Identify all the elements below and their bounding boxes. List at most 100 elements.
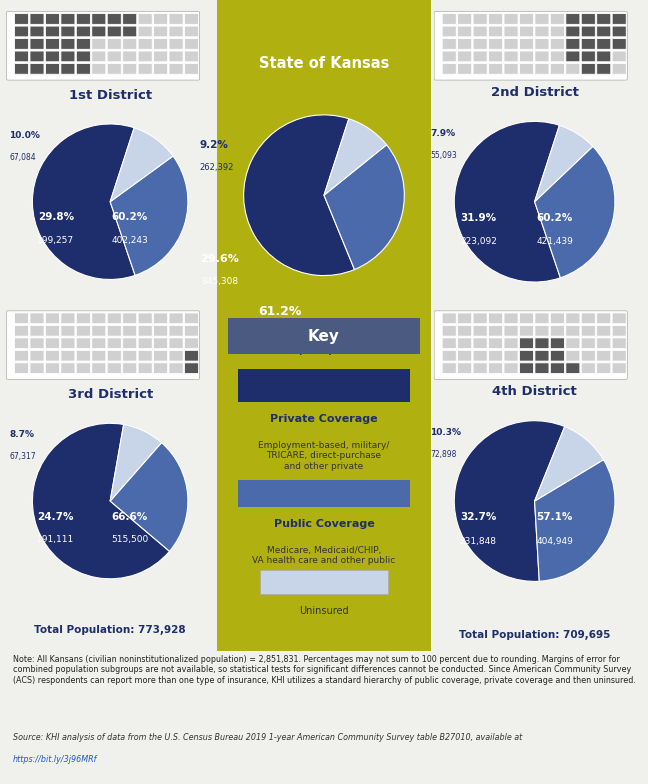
FancyBboxPatch shape	[434, 310, 627, 379]
FancyBboxPatch shape	[520, 64, 533, 74]
FancyBboxPatch shape	[535, 64, 549, 74]
FancyBboxPatch shape	[566, 350, 580, 361]
FancyBboxPatch shape	[138, 64, 152, 74]
Bar	[217, 0, 431, 651]
FancyBboxPatch shape	[154, 313, 168, 324]
FancyBboxPatch shape	[185, 363, 198, 373]
FancyBboxPatch shape	[442, 51, 456, 62]
FancyBboxPatch shape	[76, 325, 90, 336]
FancyBboxPatch shape	[76, 338, 90, 349]
FancyBboxPatch shape	[535, 51, 549, 62]
FancyBboxPatch shape	[30, 26, 44, 37]
FancyBboxPatch shape	[612, 338, 626, 349]
FancyBboxPatch shape	[504, 350, 518, 361]
FancyBboxPatch shape	[581, 325, 596, 336]
Wedge shape	[454, 421, 564, 582]
FancyBboxPatch shape	[14, 26, 29, 37]
FancyBboxPatch shape	[45, 38, 60, 49]
Wedge shape	[110, 443, 188, 551]
FancyBboxPatch shape	[154, 51, 168, 62]
FancyBboxPatch shape	[138, 51, 152, 62]
Text: 1,744,131: 1,744,131	[253, 331, 307, 341]
FancyBboxPatch shape	[30, 313, 44, 324]
Text: 191,111: 191,111	[37, 535, 75, 544]
Text: 10.0%: 10.0%	[9, 131, 40, 140]
FancyBboxPatch shape	[504, 325, 518, 336]
FancyBboxPatch shape	[138, 38, 152, 49]
FancyBboxPatch shape	[169, 313, 183, 324]
FancyBboxPatch shape	[535, 313, 549, 324]
FancyBboxPatch shape	[61, 338, 75, 349]
Bar	[238, 369, 410, 402]
FancyBboxPatch shape	[154, 350, 168, 361]
FancyBboxPatch shape	[45, 13, 60, 24]
FancyBboxPatch shape	[154, 26, 168, 37]
FancyBboxPatch shape	[520, 363, 533, 373]
FancyBboxPatch shape	[169, 38, 183, 49]
Text: 57.1%: 57.1%	[537, 512, 573, 522]
FancyBboxPatch shape	[61, 64, 75, 74]
FancyBboxPatch shape	[457, 26, 472, 37]
Text: 67,317: 67,317	[9, 452, 36, 461]
FancyBboxPatch shape	[169, 64, 183, 74]
FancyBboxPatch shape	[185, 338, 198, 349]
FancyBboxPatch shape	[597, 64, 611, 74]
Wedge shape	[110, 156, 188, 275]
FancyBboxPatch shape	[566, 26, 580, 37]
FancyBboxPatch shape	[520, 38, 533, 49]
FancyBboxPatch shape	[581, 13, 596, 24]
FancyBboxPatch shape	[61, 13, 75, 24]
FancyBboxPatch shape	[14, 325, 29, 336]
FancyBboxPatch shape	[122, 26, 137, 37]
Text: State of Kansas: State of Kansas	[259, 56, 389, 71]
FancyBboxPatch shape	[92, 338, 106, 349]
FancyBboxPatch shape	[535, 338, 549, 349]
FancyBboxPatch shape	[597, 313, 611, 324]
FancyBboxPatch shape	[457, 64, 472, 74]
Wedge shape	[454, 122, 561, 282]
FancyBboxPatch shape	[566, 38, 580, 49]
FancyBboxPatch shape	[138, 13, 152, 24]
FancyBboxPatch shape	[92, 313, 106, 324]
FancyBboxPatch shape	[434, 12, 627, 80]
FancyBboxPatch shape	[61, 363, 75, 373]
Text: 262,392: 262,392	[200, 162, 234, 172]
Text: Total Population:
2,851,831: Total Population: 2,851,831	[268, 328, 380, 356]
FancyBboxPatch shape	[107, 350, 121, 361]
FancyBboxPatch shape	[520, 325, 533, 336]
FancyBboxPatch shape	[185, 51, 198, 62]
FancyBboxPatch shape	[30, 38, 44, 49]
FancyBboxPatch shape	[597, 51, 611, 62]
FancyBboxPatch shape	[107, 313, 121, 324]
FancyBboxPatch shape	[550, 338, 564, 349]
Text: 24.7%: 24.7%	[38, 512, 74, 521]
Text: 32.7%: 32.7%	[460, 512, 496, 522]
FancyBboxPatch shape	[473, 338, 487, 349]
FancyBboxPatch shape	[473, 350, 487, 361]
FancyBboxPatch shape	[76, 13, 90, 24]
FancyBboxPatch shape	[185, 313, 198, 324]
FancyBboxPatch shape	[457, 338, 472, 349]
FancyBboxPatch shape	[185, 38, 198, 49]
FancyBboxPatch shape	[138, 325, 152, 336]
FancyBboxPatch shape	[169, 325, 183, 336]
Text: 67,084: 67,084	[9, 153, 36, 162]
FancyBboxPatch shape	[14, 313, 29, 324]
FancyBboxPatch shape	[6, 12, 200, 80]
Text: 223,092: 223,092	[460, 238, 497, 246]
FancyBboxPatch shape	[76, 64, 90, 74]
Text: Employment-based, military/
TRICARE, direct-purchase
and other private: Employment-based, military/ TRICARE, dir…	[259, 441, 389, 471]
FancyBboxPatch shape	[122, 363, 137, 373]
FancyBboxPatch shape	[520, 13, 533, 24]
FancyBboxPatch shape	[489, 38, 503, 49]
FancyBboxPatch shape	[566, 325, 580, 336]
FancyBboxPatch shape	[520, 338, 533, 349]
FancyBboxPatch shape	[612, 26, 626, 37]
FancyBboxPatch shape	[520, 51, 533, 62]
FancyBboxPatch shape	[597, 350, 611, 361]
Wedge shape	[324, 119, 387, 195]
FancyBboxPatch shape	[138, 338, 152, 349]
FancyBboxPatch shape	[45, 64, 60, 74]
FancyBboxPatch shape	[581, 64, 596, 74]
FancyBboxPatch shape	[581, 363, 596, 373]
